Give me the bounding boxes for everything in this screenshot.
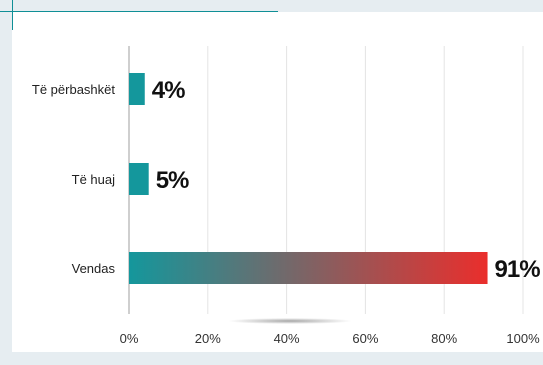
data-label-1: 4% <box>152 77 185 104</box>
category-label-3: Vendas <box>72 261 116 276</box>
category-label-2: Të huaj <box>72 172 115 187</box>
data-label-2: 5% <box>156 167 189 194</box>
bars <box>129 73 488 284</box>
x-tick-label-40: 40% <box>274 331 300 346</box>
bar-1 <box>129 73 145 105</box>
bar-2 <box>129 163 149 195</box>
x-tick-label-60: 60% <box>352 331 378 346</box>
category-label-1: Të përbashkët <box>32 82 115 97</box>
x-tick-label-20: 20% <box>195 331 221 346</box>
chart-panel <box>12 12 543 352</box>
data-label-3: 91% <box>495 256 541 283</box>
x-tick-label-80: 80% <box>431 331 457 346</box>
chart-shadow <box>228 318 352 324</box>
accent-line-vertical <box>12 0 13 30</box>
bar-3 <box>129 252 488 284</box>
labels: 0% 20% 40% 60% 80% 100% Të përbashkët 4% Të huaj… <box>32 77 541 346</box>
x-tick-label-0: 0% <box>120 331 139 346</box>
accent-line-horizontal <box>0 11 278 12</box>
x-tick-label-100: 100% <box>506 331 540 346</box>
